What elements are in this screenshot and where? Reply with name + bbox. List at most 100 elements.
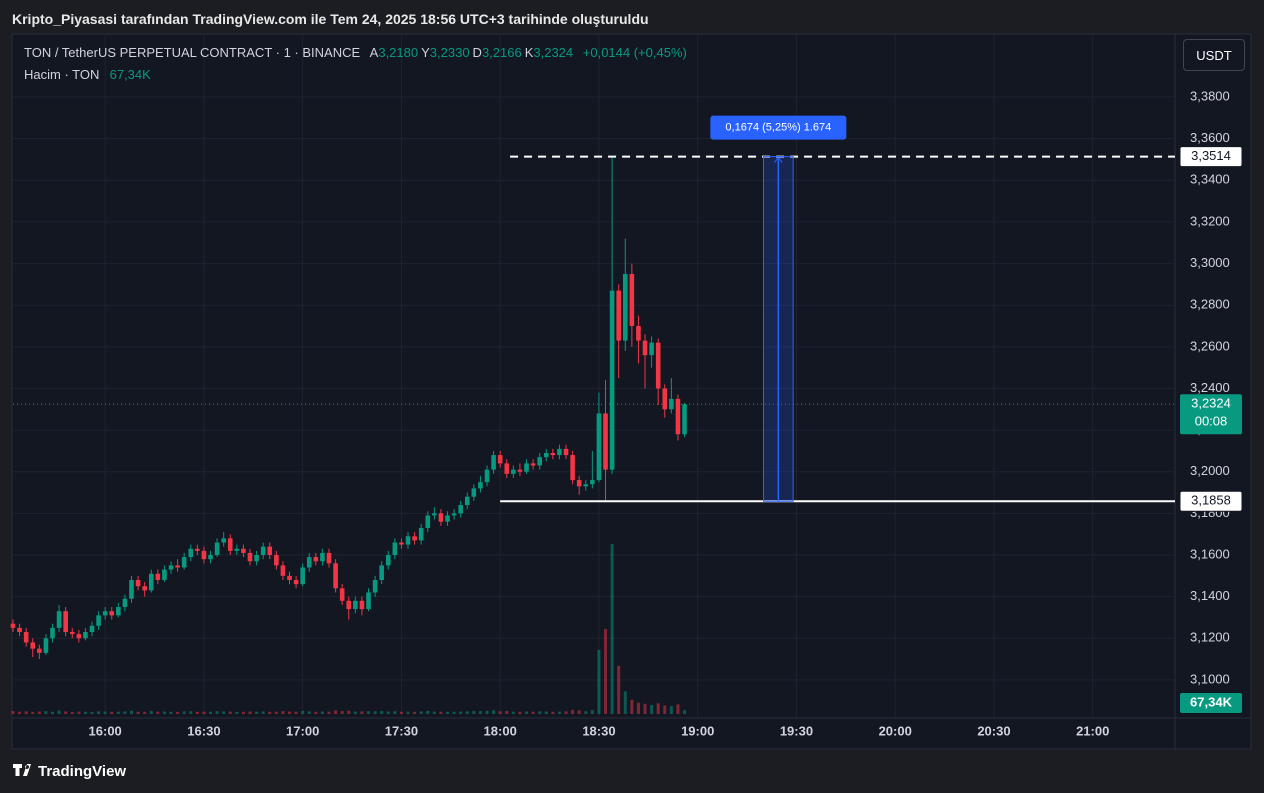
candle-body xyxy=(438,513,444,522)
candle-body xyxy=(464,496,470,506)
candle-body xyxy=(432,513,437,516)
x-tick-label: 16:30 xyxy=(187,723,220,738)
overlay-layer: 3,2324 00:08 3,3514 3,1858 67,34K 0,1674 (5,2… xyxy=(13,115,1243,713)
candle-body xyxy=(576,480,582,487)
volume-bar xyxy=(538,711,542,714)
candle-body xyxy=(155,573,161,580)
volume-bar xyxy=(18,711,22,714)
volume-bar xyxy=(465,711,469,714)
ohlc: A3,2180 Y3,2330 D3,2166 K3,2324 xyxy=(370,45,576,60)
symbol: TON / TetherUS PERPETUAL CONTRACT · 1 · … xyxy=(24,45,361,60)
candle-body xyxy=(425,515,431,528)
candle-body xyxy=(122,598,128,608)
volume-bar xyxy=(452,711,456,714)
volume-bar xyxy=(123,711,127,714)
volume-bar xyxy=(577,710,581,714)
candle-body xyxy=(293,579,299,585)
candle-body xyxy=(247,552,253,562)
volume-bar xyxy=(571,709,575,714)
volume-bar xyxy=(83,711,87,714)
y-tick-label: 3,2600 xyxy=(1190,338,1230,353)
candle-body xyxy=(142,586,147,591)
volume-value: 67,34K xyxy=(109,67,151,82)
y-tick-label: 3,2800 xyxy=(1190,297,1230,312)
candle-body xyxy=(181,557,187,568)
candle-body xyxy=(56,611,62,628)
candle-body xyxy=(116,607,121,616)
volume-bar xyxy=(584,711,588,714)
volume-bar xyxy=(650,704,654,714)
candle-body xyxy=(287,575,292,580)
volume-bar xyxy=(327,711,331,714)
candle-body xyxy=(69,632,75,635)
ohlc-value: 3,2330 xyxy=(429,45,470,60)
candle-body xyxy=(497,455,503,464)
last-price-box xyxy=(1180,394,1242,435)
volume-bar xyxy=(360,711,364,714)
volume-bar xyxy=(241,711,245,714)
x-tick-label: 19:30 xyxy=(780,723,813,738)
x-tick-label: 20:30 xyxy=(977,723,1010,738)
candle-body xyxy=(300,567,305,585)
candle-body xyxy=(168,565,174,570)
volume-bar xyxy=(294,711,298,714)
candle-layer xyxy=(10,156,687,660)
volume-bar xyxy=(228,711,232,714)
candle-body xyxy=(129,579,134,599)
volume-bar xyxy=(419,711,423,714)
ohlc-key: D xyxy=(472,45,482,60)
candle-body xyxy=(366,592,371,610)
volume-bar xyxy=(281,711,285,714)
candle-body xyxy=(135,579,141,587)
volume-bar xyxy=(406,711,410,714)
currency-button[interactable]: USDT xyxy=(1183,39,1245,71)
candle-body xyxy=(175,565,180,568)
volume-bar xyxy=(518,711,522,714)
volume-bar xyxy=(663,705,667,714)
candle-body xyxy=(280,565,286,576)
candle-body xyxy=(609,290,615,470)
candle-body xyxy=(412,536,417,541)
candle-body xyxy=(517,469,523,472)
volume-bar xyxy=(248,711,252,714)
candle-body xyxy=(511,469,516,474)
candle-body xyxy=(313,557,319,562)
volume-bar xyxy=(669,706,673,714)
candle-body xyxy=(50,627,55,639)
candle-body xyxy=(37,648,42,653)
volume-bar xyxy=(11,711,15,714)
hline-label: 3,3514 xyxy=(1191,148,1231,163)
candle-body xyxy=(524,463,529,472)
volume-bar xyxy=(643,703,647,714)
candle-body xyxy=(346,600,352,610)
volume-bar xyxy=(110,711,114,714)
volume-bar xyxy=(426,710,430,714)
legend-row: TON / TetherUS PERPETUAL CONTRACT · 1 · … xyxy=(24,45,690,60)
volume-bar xyxy=(617,665,621,714)
candle-body xyxy=(504,463,510,474)
volume-bar xyxy=(176,711,180,714)
candle-body xyxy=(306,557,312,568)
volume-bar xyxy=(623,691,627,714)
candle-body xyxy=(43,638,49,653)
candle-body xyxy=(76,634,82,639)
volume-bar xyxy=(116,711,120,714)
candle-body xyxy=(445,515,450,522)
volume-bar xyxy=(156,711,160,714)
volume-bar xyxy=(544,711,548,714)
page-title: Kripto_Piyasasi tarafından TradingView.c… xyxy=(12,11,649,27)
candle-body xyxy=(399,542,404,545)
ohlc-key: K xyxy=(524,45,534,60)
volume-bar xyxy=(413,711,417,714)
candle-body xyxy=(418,527,424,541)
volume-bar xyxy=(103,711,107,714)
candle-body xyxy=(451,513,457,516)
grid: 3,10003,12003,14003,16003,18003,20003,22… xyxy=(13,35,1230,738)
volume-bar xyxy=(77,711,81,714)
candle-body xyxy=(83,632,88,639)
candle-body xyxy=(201,550,207,560)
volume-bar xyxy=(143,711,147,714)
candle-body xyxy=(10,623,16,628)
volume-bar xyxy=(439,711,443,714)
